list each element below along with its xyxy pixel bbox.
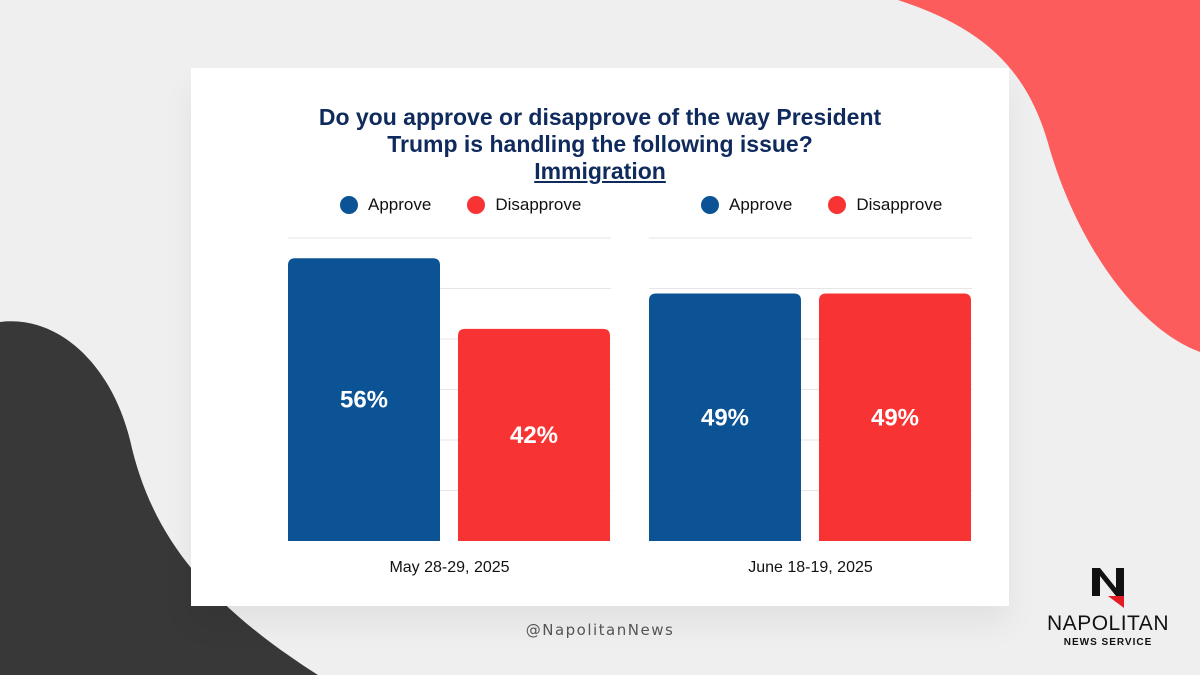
chart-card: Do you approve or disapprove of the way …	[191, 68, 1009, 606]
legend-label-approve: Approve	[729, 195, 793, 214]
charts-svg: 56% 42% May 28-29, 2025 49% 49% June 18-19, 2…	[288, 237, 972, 576]
approve-swatch	[340, 196, 358, 214]
legend-label-disapprove: Disapprove	[856, 195, 943, 214]
logo-name: NAPOLITAN	[1047, 612, 1169, 635]
legend-right: Approve Disapprove	[701, 194, 978, 216]
bar-disapprove	[819, 293, 971, 541]
chart-title: Do you approve or disapprove of the way …	[191, 104, 1009, 185]
legend-item-approve: Approve	[340, 195, 431, 215]
legend-label-approve: Approve	[368, 195, 432, 214]
legend-label-disapprove: Disapprove	[495, 195, 582, 214]
legend-item-approve: Approve	[701, 195, 792, 215]
title-line-1: Do you approve or disapprove of the way …	[318, 104, 882, 130]
data-label: 49%	[701, 404, 749, 431]
red-blob-shape	[898, 0, 1200, 352]
data-label: 56%	[340, 387, 388, 414]
legend-item-disapprove: Disapprove	[467, 195, 581, 215]
approve-swatch	[701, 196, 719, 214]
legend-left: Approve Disapprove	[340, 194, 617, 216]
title-line-2: Trump is handling the following issue?	[387, 131, 813, 157]
legend-item-disapprove: Disapprove	[828, 195, 942, 215]
napolitan-n-icon	[1092, 568, 1124, 608]
bar-approve	[649, 293, 801, 541]
x-category-label: May 28-29, 2025	[389, 559, 509, 576]
disapprove-swatch	[467, 196, 486, 214]
logo-subtitle: NEWS SERVICE	[1063, 637, 1153, 648]
disapprove-swatch	[828, 196, 847, 214]
title-topic: Immigration	[534, 158, 666, 184]
data-label: 49%	[871, 404, 919, 431]
social-handle: @NapolitanNews	[525, 621, 675, 639]
bar-disapprove	[458, 328, 610, 541]
bar-approve	[288, 258, 440, 541]
dark-blob-shape	[0, 321, 318, 675]
x-category-label: June 18-19, 2025	[748, 559, 873, 576]
napolitan-logo: NAPOLITAN NEWS SERVICE	[1043, 566, 1173, 650]
data-label: 42%	[510, 422, 558, 449]
